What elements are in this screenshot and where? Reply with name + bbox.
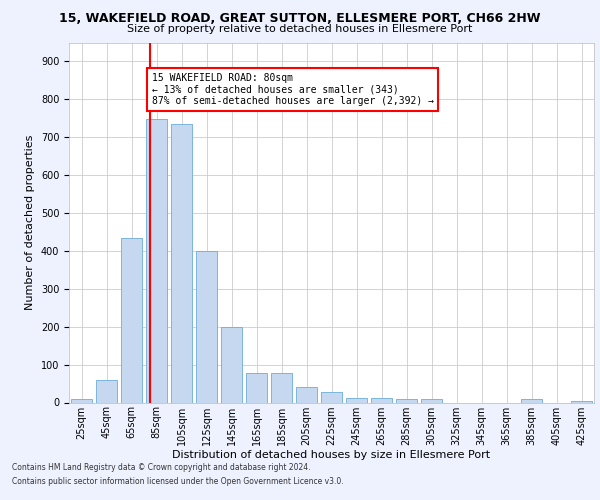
Bar xyxy=(396,398,417,402)
Bar xyxy=(421,400,442,402)
Bar xyxy=(146,119,167,403)
Bar xyxy=(371,398,392,402)
Text: 15, WAKEFIELD ROAD, GREAT SUTTON, ELLESMERE PORT, CH66 2HW: 15, WAKEFIELD ROAD, GREAT SUTTON, ELLESM… xyxy=(59,12,541,26)
Bar xyxy=(196,251,217,402)
Text: 15 WAKEFIELD ROAD: 80sqm
← 13% of detached houses are smaller (343)
87% of semi-: 15 WAKEFIELD ROAD: 80sqm ← 13% of detach… xyxy=(151,73,433,106)
Bar xyxy=(96,380,117,402)
Bar xyxy=(246,373,267,402)
Bar xyxy=(346,398,367,402)
Text: Contains HM Land Registry data © Crown copyright and database right 2024.: Contains HM Land Registry data © Crown c… xyxy=(12,464,311,472)
X-axis label: Distribution of detached houses by size in Ellesmere Port: Distribution of detached houses by size … xyxy=(172,450,491,460)
Y-axis label: Number of detached properties: Number of detached properties xyxy=(25,135,35,310)
Bar xyxy=(296,386,317,402)
Text: Contains public sector information licensed under the Open Government Licence v3: Contains public sector information licen… xyxy=(12,477,344,486)
Bar xyxy=(171,124,192,402)
Bar xyxy=(271,373,292,402)
Bar xyxy=(221,326,242,402)
Bar xyxy=(521,400,542,402)
Bar xyxy=(71,398,92,402)
Bar xyxy=(121,238,142,402)
Text: Size of property relative to detached houses in Ellesmere Port: Size of property relative to detached ho… xyxy=(127,24,473,34)
Bar xyxy=(571,400,592,402)
Bar xyxy=(321,392,342,402)
